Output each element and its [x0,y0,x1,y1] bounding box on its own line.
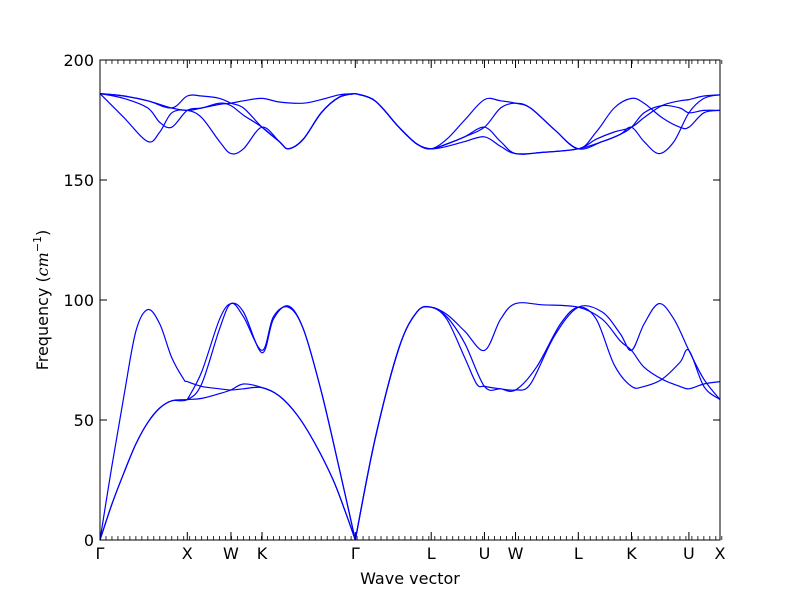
x-tick-label-9: K [626,544,637,563]
plot-frame [99,59,721,541]
x-tick-label-3: K [257,544,268,563]
y-tick-label-1: 50 [74,411,94,430]
x-tick-label-4: Γ [351,544,360,563]
series-line-6 [354,302,721,541]
series-line-13 [355,93,721,155]
y-axis-label-prefix: Frequency ( [33,276,52,370]
y-tick-label-0: 0 [84,531,94,550]
series-line-1 [99,383,356,541]
x-tick-label-6: U [479,544,491,563]
x-tick-label-11: X [715,544,726,563]
y-axis-label-exponent: −1 [31,236,44,252]
x-tick-label-7: W [508,544,524,563]
y-axis-label: Frequency (cm−1) [31,230,52,371]
series-line-12 [355,93,721,150]
series-line-14 [355,93,721,155]
series-line-2 [99,302,356,541]
x-tick-label-1: X [182,544,193,563]
ticks-layer [99,59,723,541]
series-line-5 [354,305,721,541]
y-tick-label-3: 150 [63,171,94,190]
series-line-4 [354,302,721,541]
x-tick-label-0: Γ [96,544,105,563]
series-line-10 [99,93,356,150]
y-tick-label-4: 200 [63,51,94,70]
series-line-3 [186,302,356,541]
series-layer [99,93,721,541]
y-axis-label-suffix: ) [33,230,52,236]
y-axis-label-unit: cm [33,252,52,276]
x-tick-label-8: L [574,544,583,563]
x-axis-label: Wave vector [360,569,460,588]
x-tick-label-10: U [683,544,695,563]
y-tick-label-2: 100 [63,291,94,310]
x-tick-label-2: W [223,544,239,563]
series-line-0 [99,308,356,541]
series-line-11 [355,93,721,150]
x-tick-label-5: L [427,544,436,563]
